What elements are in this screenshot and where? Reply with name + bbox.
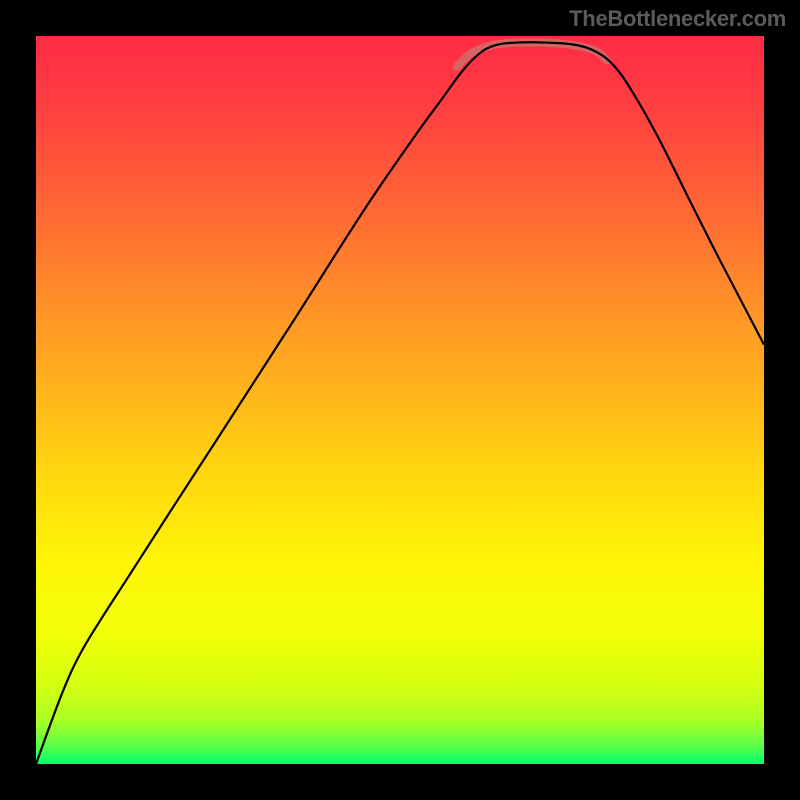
chart-svg bbox=[36, 36, 764, 764]
gradient-background bbox=[36, 36, 764, 764]
attribution-label: TheBottlenecker.com bbox=[569, 6, 786, 32]
plot-area bbox=[36, 36, 764, 764]
chart-container: TheBottlenecker.com bbox=[0, 0, 800, 800]
